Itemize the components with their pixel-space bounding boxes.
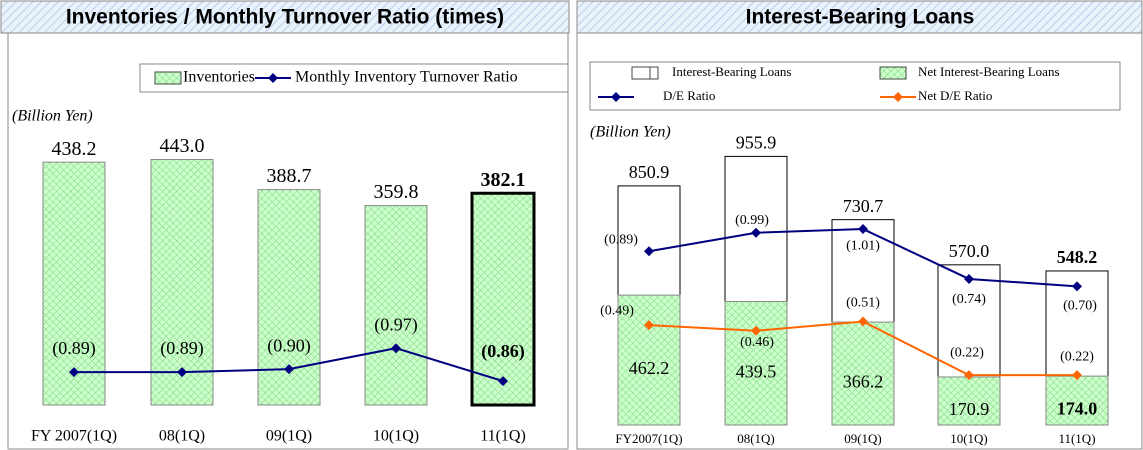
bar (617, 294, 681, 426)
data-label: (0.70) (1063, 299, 1097, 314)
title-band (576, 0, 1143, 34)
panel-frame (7, 32, 569, 450)
marker (1072, 281, 1082, 292)
marker (284, 364, 294, 375)
legend-swatch (154, 71, 182, 85)
data-label: 462.2 (629, 358, 670, 378)
marker (964, 370, 974, 381)
marker (751, 227, 761, 238)
bar (42, 161, 106, 406)
data-label: 570.0 (949, 241, 990, 261)
legend-label: Inventories (183, 69, 255, 86)
legend-swatch (631, 66, 659, 80)
chart-title: Interest-Bearing Loans (746, 6, 975, 29)
legend-marker (893, 92, 903, 102)
x-tick-label: 08(1Q) (737, 431, 775, 446)
data-label: (0.49) (600, 303, 634, 318)
bar (364, 205, 428, 406)
legend-label: Net D/E Ratio (918, 88, 992, 103)
marker (391, 343, 401, 354)
marker (644, 320, 654, 331)
data-label: (0.89) (160, 338, 204, 359)
marker (69, 367, 79, 378)
panel-frame (576, 32, 1143, 450)
data-label: (0.97) (374, 314, 418, 335)
data-label: (1.01) (846, 238, 880, 253)
marker (858, 224, 868, 235)
data-label: 443.0 (160, 135, 205, 157)
x-tick-label: 09(1Q) (844, 431, 882, 446)
data-label: 382.1 (481, 169, 526, 191)
data-label: (0.89) (52, 338, 96, 359)
data-label: (0.46) (740, 335, 774, 350)
data-label: (0.99) (735, 213, 769, 228)
legend-label: D/E Ratio (663, 88, 715, 103)
legend-marker (268, 73, 278, 83)
legend-marker (611, 92, 621, 102)
legend-label: Net Interest-Bearing Loans (918, 64, 1060, 79)
marker (751, 325, 761, 336)
data-label: (0.86) (481, 341, 525, 362)
legend (589, 61, 1121, 111)
x-tick-label: 10(1Q) (950, 431, 988, 446)
bar (150, 159, 214, 406)
unit-label: (Billion Yen) (12, 108, 93, 125)
x-tick-label: 09(1Q) (266, 428, 312, 445)
x-tick-label: 11(1Q) (480, 428, 526, 445)
data-label: (0.51) (846, 296, 880, 311)
data-label: 439.5 (736, 361, 777, 381)
data-label: 548.2 (1057, 247, 1098, 267)
data-label: 730.7 (843, 196, 884, 216)
marker (498, 376, 508, 387)
marker (1072, 370, 1082, 381)
marker (644, 246, 654, 257)
chart-title: Inventories / Monthly Turnover Ratio (ti… (66, 6, 504, 29)
x-tick-label: FY 2007(1Q) (31, 428, 117, 445)
data-label: 438.2 (52, 138, 97, 160)
bar (724, 301, 788, 426)
legend (139, 63, 569, 93)
data-label: 388.7 (267, 165, 312, 187)
data-label: 359.8 (374, 181, 419, 203)
data-label: 850.9 (629, 162, 670, 182)
bar (1045, 375, 1109, 426)
data-label: (0.22) (950, 345, 984, 360)
marker (177, 367, 187, 378)
data-label: (0.22) (1060, 349, 1094, 364)
legend-label: Monthly Inventory Turnover Ratio (295, 69, 518, 86)
bar (831, 321, 895, 426)
x-tick-label: FY2007(1Q) (615, 431, 682, 446)
legend-label: Interest-Bearing Loans (672, 64, 791, 79)
title-band (0, 0, 570, 34)
marker (858, 316, 868, 327)
data-label: 174.0 (1057, 399, 1098, 419)
x-tick-label: 11(1Q) (1058, 431, 1095, 446)
bar (470, 191, 536, 407)
data-label: 366.2 (843, 372, 884, 392)
data-label: (0.89) (604, 232, 638, 247)
marker (964, 273, 974, 284)
x-tick-label: 08(1Q) (159, 428, 205, 445)
data-label: 170.9 (949, 399, 990, 419)
unit-label: (Billion Yen) (590, 124, 671, 141)
data-label: (0.74) (952, 292, 986, 307)
x-tick-label: 10(1Q) (373, 428, 419, 445)
data-label: 955.9 (736, 133, 777, 153)
data-label: (0.90) (267, 335, 311, 356)
legend-swatch (879, 66, 907, 80)
